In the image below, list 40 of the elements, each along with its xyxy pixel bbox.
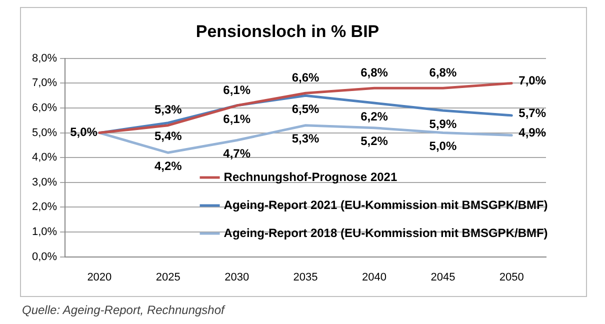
y-tick-label: 0,0% — [32, 250, 58, 263]
data-label: 6,8% — [429, 65, 457, 80]
data-label: 6,2% — [360, 109, 388, 124]
source-note: Quelle: Ageing-Report, Rechnungshof — [22, 303, 224, 317]
data-label: 5,9% — [429, 116, 457, 131]
x-tick-label: 2050 — [499, 271, 524, 284]
data-label: 6,5% — [292, 102, 320, 116]
x-tick-label: 2045 — [430, 271, 456, 284]
y-tick-label: 3,0% — [32, 176, 58, 188]
x-tick-label: 2030 — [224, 271, 250, 284]
data-label: 5,0% — [70, 125, 98, 140]
data-label: 5,2% — [360, 134, 388, 148]
y-tick-label: 4,0% — [32, 152, 58, 164]
data-label: 5,3% — [292, 132, 320, 146]
legend-label: Ageing-Report 2021 (EU-Kommission mit BMSGPK/BMF) — [224, 198, 548, 212]
y-tick-label: 8,0% — [32, 52, 58, 64]
data-label: 5,4% — [154, 129, 182, 144]
y-tick-label: 1,0% — [32, 226, 58, 238]
data-label: 4,9% — [518, 126, 546, 140]
data-label: 5,0% — [429, 139, 457, 154]
x-tick-label: 2035 — [293, 271, 318, 284]
x-tick-label: 2025 — [156, 271, 180, 284]
data-label: 6,6% — [292, 70, 320, 84]
data-label: 5,7% — [518, 106, 546, 120]
legend-label: Rechnungshof-Prognose 2021 — [224, 170, 398, 184]
y-tick-label: 5,0% — [32, 126, 58, 139]
data-label: 6,8% — [360, 65, 388, 80]
data-label: 5,3% — [154, 102, 182, 117]
x-tick-label: 2020 — [87, 271, 112, 284]
data-label: 6,1% — [223, 82, 251, 97]
data-label: 6,1% — [223, 112, 251, 126]
legend-label: Ageing-Report 2018 (EU-Kommission mit BMSGPK/BMF) — [224, 226, 548, 240]
data-label: 7,0% — [518, 74, 546, 88]
chart-title: Pensionsloch in % BIP — [196, 22, 380, 41]
y-tick-label: 7,0% — [32, 77, 58, 90]
x-tick-label: 2040 — [362, 271, 386, 284]
data-label: 4,7% — [223, 146, 251, 161]
data-label: 4,2% — [154, 158, 182, 173]
y-tick-label: 2,0% — [32, 201, 58, 214]
y-tick-label: 6,0% — [32, 102, 58, 114]
